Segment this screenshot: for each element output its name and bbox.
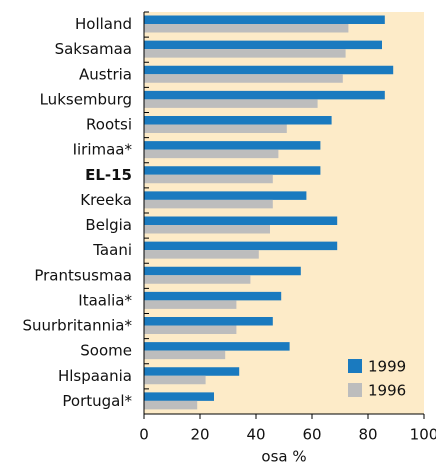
- bar: [144, 99, 318, 108]
- x-axis-label: osa %: [261, 448, 306, 466]
- y-tick-label: Prantsusmaa: [34, 266, 132, 284]
- x-tick-label: 80: [358, 426, 377, 444]
- y-tick-label: Austria: [79, 65, 132, 83]
- bar: [144, 350, 226, 360]
- bar: [144, 317, 273, 326]
- bar: [144, 141, 321, 150]
- bar: [144, 275, 251, 284]
- bar: [144, 191, 307, 200]
- y-tick-label: Suurbritannia*: [22, 317, 132, 335]
- bar: [144, 174, 273, 184]
- bar: [144, 367, 240, 376]
- bar: [144, 124, 287, 133]
- bar: [144, 74, 343, 83]
- bar: [144, 49, 346, 58]
- y-tick-label: Iirimaa*: [73, 141, 133, 159]
- y-tick-label: Kreeka: [80, 191, 132, 209]
- y-tick-label: Belgia: [85, 216, 132, 234]
- legend-label: 1996: [368, 382, 406, 400]
- bar: [144, 291, 282, 301]
- x-tick-label: 100: [410, 426, 436, 444]
- bar: [144, 250, 259, 259]
- y-tick-label: EL-15: [85, 166, 132, 184]
- x-tick-label: 0: [139, 426, 149, 444]
- bar: [144, 166, 321, 175]
- bar: [144, 375, 206, 385]
- bar: [144, 216, 338, 225]
- bar: [144, 90, 385, 100]
- y-tick-label: Soome: [80, 342, 132, 360]
- bar: [144, 199, 273, 209]
- y-tick-label: Hlspaania: [58, 367, 132, 385]
- legend-swatch: [348, 359, 362, 373]
- bar: [144, 325, 237, 334]
- bar: [144, 149, 279, 159]
- x-tick-label: 40: [246, 426, 265, 444]
- bar: [144, 400, 198, 410]
- bar: [144, 15, 385, 24]
- legend-swatch: [348, 383, 362, 397]
- bar: [144, 40, 382, 50]
- bar: [144, 116, 332, 125]
- bar: [144, 65, 394, 75]
- y-tick-label: Rootsi: [86, 116, 132, 134]
- bar: [144, 392, 214, 401]
- bar: [144, 225, 270, 234]
- legend-label: 1999: [368, 358, 406, 376]
- bar: [144, 300, 237, 309]
- bar: [144, 266, 301, 276]
- x-tick-label: 20: [190, 426, 209, 444]
- y-tick-label: Portugal*: [62, 392, 132, 410]
- bar: [144, 241, 338, 251]
- y-tick-label: Taani: [92, 241, 132, 259]
- bar: [144, 24, 349, 33]
- x-tick-label: 60: [302, 426, 321, 444]
- bar: [144, 342, 290, 351]
- y-tick-label: Itaalia*: [78, 291, 132, 309]
- y-tick-label: Luksemburg: [40, 90, 132, 108]
- y-tick-label: Saksamaa: [55, 40, 132, 58]
- y-tick-label: Holland: [75, 15, 132, 33]
